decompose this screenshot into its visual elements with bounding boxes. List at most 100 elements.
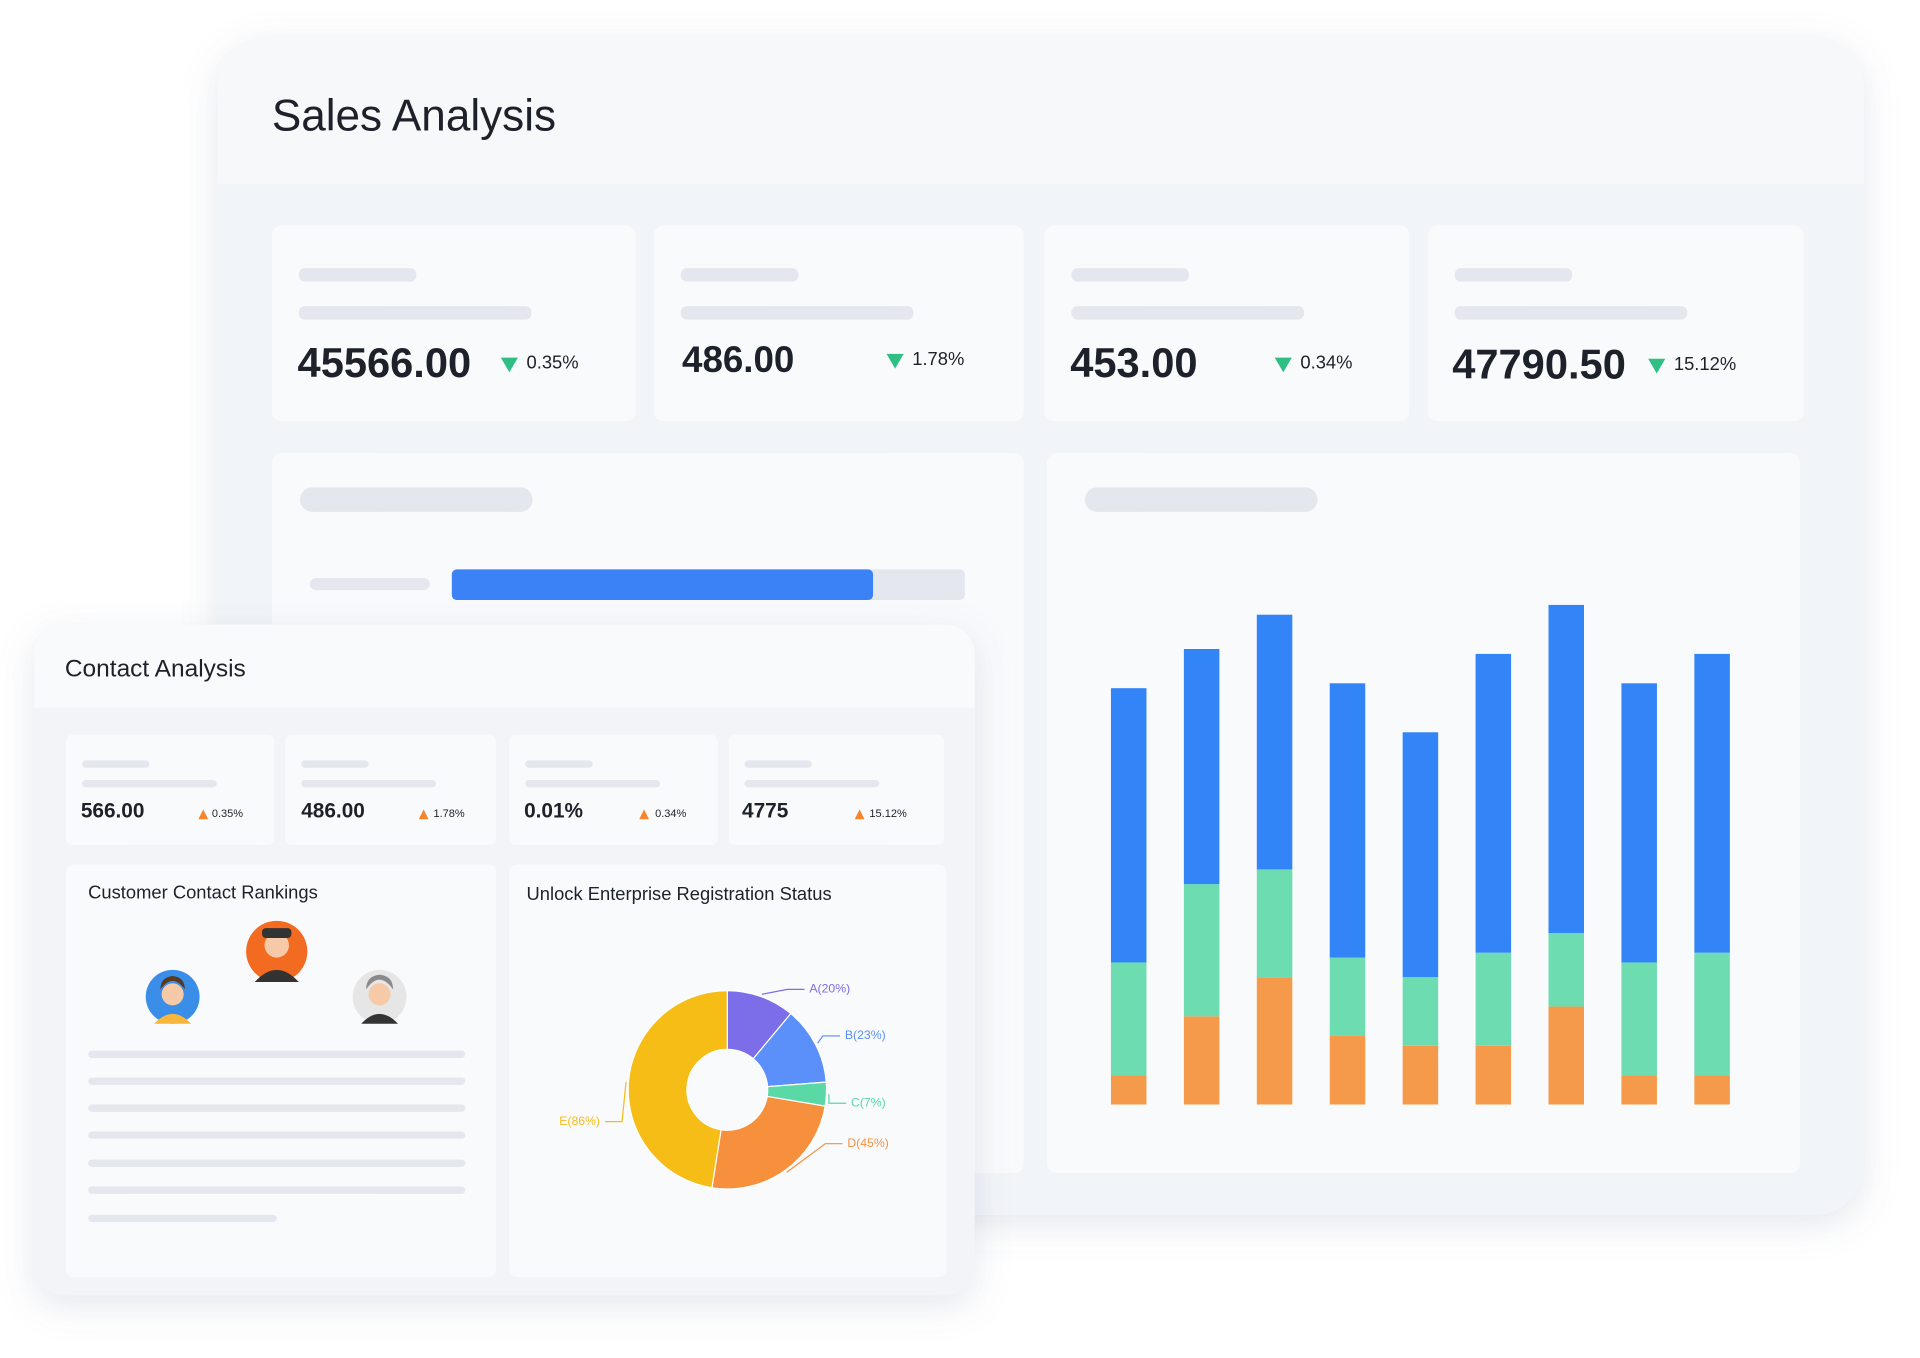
down-arrow (1648, 358, 1666, 374)
skeleton (301, 760, 369, 768)
leader-line (604, 1081, 627, 1123)
down-arrow (886, 353, 904, 369)
leader-line (761, 988, 805, 995)
up-arrow (639, 809, 649, 820)
kpi-card (1044, 225, 1410, 422)
bar-segment (1475, 653, 1512, 953)
kpi-value: 486.00 (301, 799, 365, 822)
kpi-value: 486.00 (682, 339, 794, 380)
skeleton-list (88, 1050, 466, 1223)
up-arrow (198, 809, 209, 820)
bar-segment (1548, 1006, 1585, 1105)
kpi-change: 1.78% (912, 348, 964, 369)
kpi-card (66, 734, 275, 845)
pie-label: C(7%) (851, 1096, 886, 1110)
skeleton (744, 780, 880, 788)
contact-panel: Contact Analysis 566.00 0.35% 486.00 1.78% 0… (34, 624, 975, 1296)
skeleton (1454, 306, 1688, 320)
bar-segment (1329, 957, 1366, 1036)
kpi-value: 47790.50 (1452, 340, 1626, 387)
donut-chart: A(20%) B(23%) C(7%) D(45%) E(86%) (559, 982, 889, 1190)
bar-segment (1329, 683, 1366, 958)
kpi-row: 566.00 0.35% 486.00 1.78% 0.01% 0.34% 4775 15.1… (66, 734, 945, 845)
kpi-card (271, 225, 636, 422)
kpi-change: 0.35% (527, 352, 579, 373)
bar-segment (1256, 614, 1293, 870)
pie-label: D(45%) (847, 1136, 888, 1150)
kpi-value: 566.00 (81, 799, 145, 822)
kpi-row: 45566.00 0.35% 486.00 1.78% 453.00 0.34% 47790… (271, 225, 1804, 422)
skeleton (309, 577, 430, 591)
leader-line (828, 1094, 847, 1104)
pie-label: B(23%) (845, 1028, 886, 1042)
bar-segment (1475, 1045, 1512, 1105)
skeleton (1454, 268, 1573, 282)
kpi-value: 45566.00 (298, 339, 472, 386)
kpi-value: 4775 (742, 799, 788, 822)
pie-slice (627, 990, 728, 1189)
skeleton (300, 487, 533, 512)
leader-line (786, 1143, 843, 1173)
kpi-change: 15.12% (1674, 353, 1736, 374)
kpi-change: 0.34% (655, 808, 686, 820)
kpi-change: 1.78% (433, 808, 464, 820)
kpi-card (728, 734, 945, 845)
skeleton (1071, 268, 1189, 282)
bar-segment (1548, 604, 1585, 934)
panel-header (34, 624, 975, 708)
progress-fill (451, 569, 874, 601)
kpi-value: 0.01% (524, 799, 583, 822)
pie-label: A(20%) (809, 982, 850, 996)
leader-line (817, 1035, 840, 1044)
bar-segment (1694, 1075, 1730, 1105)
panel-title: Sales Analysis (272, 91, 556, 140)
panel-title: Contact Analysis (65, 655, 246, 682)
bar-segment (1256, 869, 1293, 978)
bar-segment (1329, 1035, 1366, 1105)
bar-segment (1110, 688, 1147, 963)
bar-segment (1256, 977, 1293, 1105)
kpi-card (509, 734, 718, 845)
card-title: Unlock Enterprise Registration Status (527, 883, 832, 904)
skeleton (82, 780, 217, 788)
kpi-change: 0.34% (1300, 352, 1352, 373)
bar-segment (1694, 952, 1730, 1076)
kpi-change: 15.12% (869, 808, 907, 820)
bar-chart (1110, 604, 1730, 1105)
pie-card (509, 864, 947, 1278)
kpi-card (1427, 225, 1804, 422)
skeleton (301, 780, 436, 788)
bar-segment (1183, 649, 1220, 885)
skeleton (298, 268, 417, 282)
down-arrow (500, 357, 518, 373)
skeleton (525, 780, 660, 788)
bar-segment (1110, 1075, 1147, 1105)
bar-segment (1402, 977, 1439, 1046)
kpi-card (285, 734, 496, 845)
card-title: Customer Contact Rankings (88, 882, 318, 903)
bar-segment (1402, 1045, 1439, 1105)
skeleton (680, 306, 914, 320)
skeleton (744, 760, 812, 768)
kpi-change: 0.35% (212, 808, 243, 820)
skeleton (1084, 487, 1318, 512)
bar-segment (1183, 1016, 1220, 1105)
pie-label: E(86%) (559, 1114, 600, 1128)
bar-segment (1110, 962, 1147, 1076)
pie-slice (711, 1095, 826, 1190)
skeleton (1071, 306, 1305, 320)
rankings-card (66, 864, 496, 1278)
bar-segment (1694, 653, 1730, 953)
skeleton (82, 760, 150, 768)
bar-segment (1183, 884, 1220, 1017)
up-arrow (854, 809, 865, 820)
kpi-card (653, 225, 1024, 422)
skeleton (680, 268, 799, 282)
bar-segment (1475, 952, 1512, 1046)
up-arrow (418, 809, 429, 820)
avatars (145, 920, 407, 1024)
skeleton (298, 306, 532, 320)
